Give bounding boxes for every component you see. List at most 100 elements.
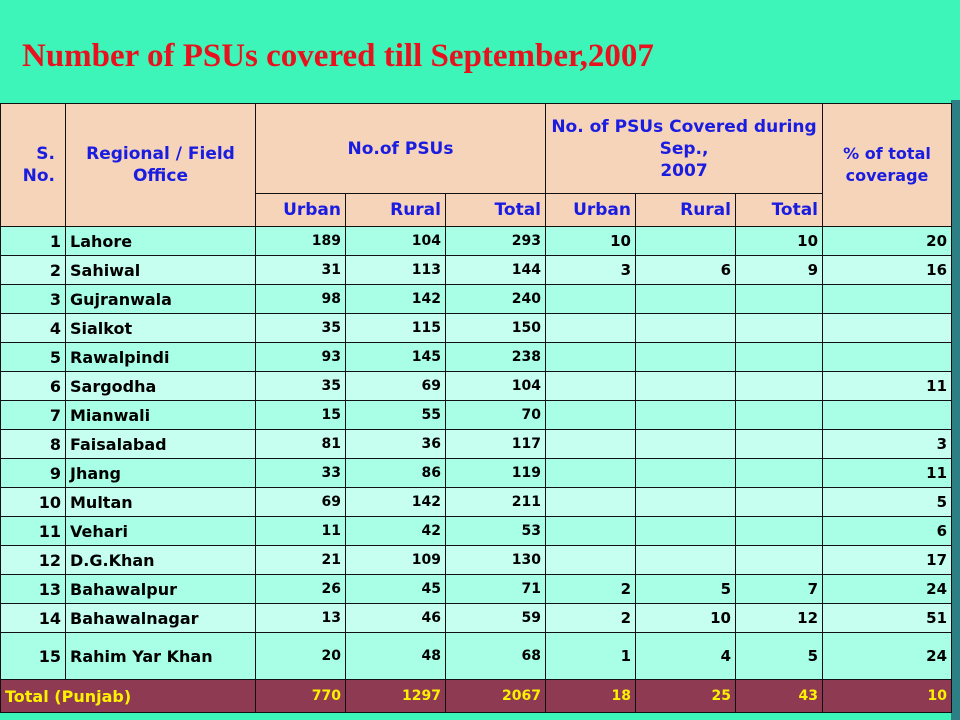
row-covered-urban [545,342,636,372]
table-row: 8 Faisalabad 81 36 117 3 [0,429,953,459]
row-covered-urban [545,400,636,430]
row-urban: 33 [255,458,346,488]
row-total: 240 [445,284,546,314]
row-covered-total: 5 [734,632,824,680]
row-office: Mianwali [65,400,256,430]
row-urban: 35 [255,313,346,343]
table-row: 5 Rawalpindi 93 145 238 [0,342,953,372]
row-rural: 109 [345,545,446,575]
row-urban: 189 [255,226,346,256]
row-covered-rural: 10 [635,603,736,633]
row-office: Vehari [65,516,256,546]
row-urban: 13 [255,603,346,633]
row-pct: 11 [822,371,953,401]
header-pct: % of total coverage [822,103,953,227]
row-rural: 142 [345,487,446,517]
row-covered-urban: 2 [545,574,636,604]
header-total: Total [445,193,546,227]
row-covered-total [734,313,824,343]
header-covered-urban: Urban [545,193,636,227]
row-covered-total: 7 [734,574,824,604]
row-covered-total [734,342,824,372]
row-pct: 6 [822,516,953,546]
row-sno: 1 [0,226,66,256]
row-covered-total [734,516,824,546]
row-rural: 48 [345,632,446,680]
row-covered-total: 10 [734,226,824,256]
row-covered-urban [545,487,636,517]
table-row: 11 Vehari 11 42 53 6 [0,516,953,546]
total-c-total: 43 [734,679,824,713]
row-covered-urban [545,516,636,546]
row-urban: 15 [255,400,346,430]
row-urban: 81 [255,429,346,459]
row-urban: 69 [255,487,346,517]
row-urban: 21 [255,545,346,575]
row-covered-rural [635,400,736,430]
row-office: Sahiwal [65,255,256,285]
row-office: Bahawalpur [65,574,256,604]
row-urban: 11 [255,516,346,546]
row-rural: 86 [345,458,446,488]
row-covered-rural [635,284,736,314]
row-covered-rural: 4 [635,632,736,680]
row-covered-urban: 2 [545,603,636,633]
row-pct: 16 [822,255,953,285]
row-covered-urban: 10 [545,226,636,256]
row-urban: 31 [255,255,346,285]
row-urban: 20 [255,632,346,680]
row-total: 104 [445,371,546,401]
row-pct: 3 [822,429,953,459]
row-urban: 35 [255,371,346,401]
row-urban: 26 [255,574,346,604]
row-total: 144 [445,255,546,285]
row-office: Jhang [65,458,256,488]
row-pct: 51 [822,603,953,633]
header-sno: S. No. [0,103,66,227]
table-row: 1 Lahore 189 104 293 10 10 20 [0,226,953,256]
row-covered-urban: 3 [545,255,636,285]
table-row: 3 Gujranwala 98 142 240 [0,284,953,314]
row-office: Rawalpindi [65,342,256,372]
row-covered-urban [545,429,636,459]
row-pct [822,284,953,314]
row-office: Lahore [65,226,256,256]
total-urban: 770 [255,679,346,713]
table-row: 9 Jhang 33 86 119 11 [0,458,953,488]
row-covered-rural: 5 [635,574,736,604]
row-covered-urban [545,458,636,488]
row-covered-total: 9 [734,255,824,285]
right-edge-bar [951,100,960,720]
row-rural: 142 [345,284,446,314]
row-covered-total [734,487,824,517]
row-covered-rural [635,516,736,546]
row-rural: 113 [345,255,446,285]
row-covered-urban [545,545,636,575]
psu-table: S. No. Regional / Field Office No.of PSU… [0,103,953,713]
row-rural: 145 [345,342,446,372]
row-urban: 93 [255,342,346,372]
row-office: Sialkot [65,313,256,343]
row-sno: 11 [0,516,66,546]
table-row: 13 Bahawalpur 26 45 71 2 5 7 24 [0,574,953,604]
row-covered-total: 12 [734,603,824,633]
row-rural: 42 [345,516,446,546]
header-urban: Urban [255,193,346,227]
row-pct: 17 [822,545,953,575]
page-title: Number of PSUs covered till September,20… [22,38,654,74]
row-total: 53 [445,516,546,546]
row-total: 293 [445,226,546,256]
total-c-urban: 18 [545,679,636,713]
row-covered-urban [545,284,636,314]
row-covered-total [734,429,824,459]
row-pct: 20 [822,226,953,256]
row-covered-rural [635,487,736,517]
header-no-psus: No.of PSUs [255,103,546,194]
row-sno: 15 [0,632,66,680]
row-total: 117 [445,429,546,459]
row-total: 70 [445,400,546,430]
header-rural: Rural [345,193,446,227]
header-office: Regional / Field Office [65,103,256,227]
row-total: 211 [445,487,546,517]
row-office: Faisalabad [65,429,256,459]
